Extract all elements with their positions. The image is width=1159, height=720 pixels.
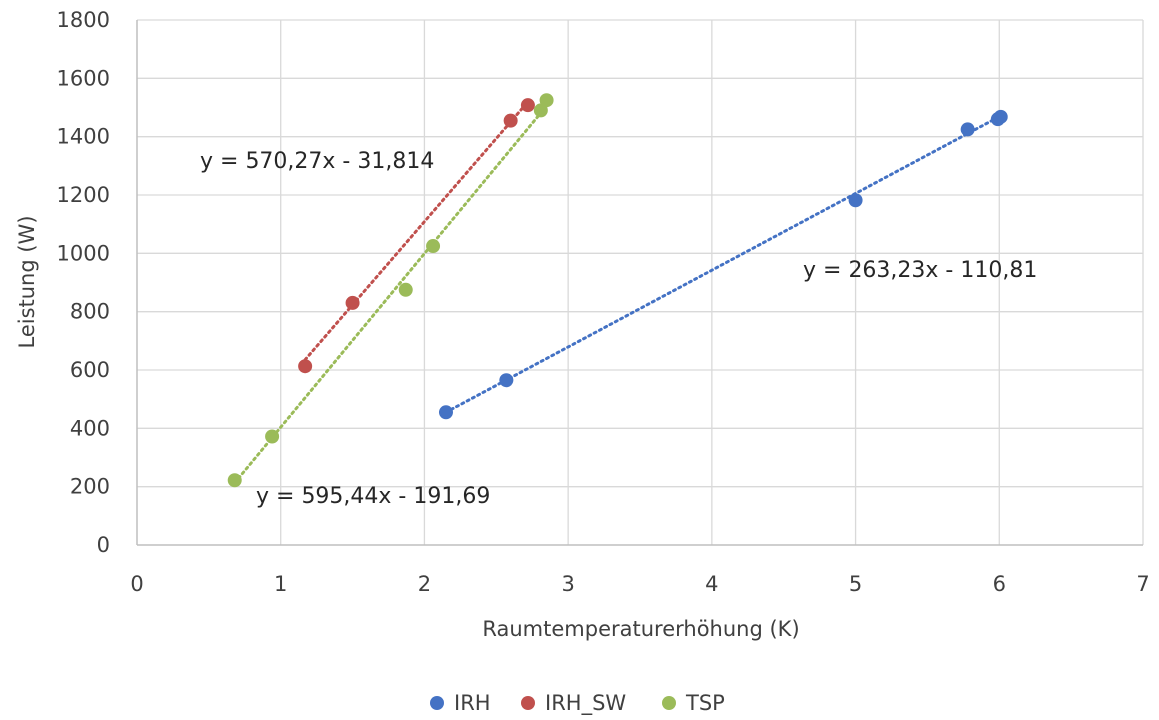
data-point-irh xyxy=(499,373,514,388)
data-points xyxy=(227,93,1008,488)
data-point-irh xyxy=(438,405,453,420)
x-tick-label: 6 xyxy=(993,572,1006,596)
y-tick-label: 0 xyxy=(97,533,110,557)
legend: IRH IRH_SW TSP xyxy=(430,691,725,716)
data-point-irh_sw xyxy=(298,359,313,374)
legend-marker-irh_sw xyxy=(521,696,535,710)
x-tick-label: 0 xyxy=(130,572,143,596)
legend-marker-irh xyxy=(430,696,444,710)
y-axis-title: Leistung (W) xyxy=(15,215,39,348)
trendline-equations: y = 263,23x - 110,81 y = 570,27x - 31,814… xyxy=(200,149,1037,509)
y-tick-label: 1800 xyxy=(57,8,110,32)
trendline-irh_sw xyxy=(303,100,530,362)
data-point-irh_sw xyxy=(345,295,360,310)
legend-label-tsp: TSP xyxy=(685,691,725,715)
x-tick-label: 4 xyxy=(705,572,718,596)
data-point-tsp xyxy=(426,239,441,254)
trendline-irh xyxy=(444,114,1003,414)
data-point-tsp xyxy=(227,473,242,488)
y-tick-label: 1200 xyxy=(57,183,110,207)
legend-label-irh: IRH xyxy=(454,691,491,715)
y-tick-label: 1600 xyxy=(57,66,110,90)
data-point-irh xyxy=(848,193,863,208)
trendline-equation-irh_sw: y = 570,27x - 31,814 xyxy=(200,149,434,174)
x-axis-title: Raumtemperaturerhöhung (K) xyxy=(482,617,799,641)
y-tick-label: 1000 xyxy=(57,241,110,265)
x-tick-label: 3 xyxy=(561,572,574,596)
axes xyxy=(136,20,1143,546)
x-tick-label: 1 xyxy=(274,572,287,596)
x-tick-label: 2 xyxy=(418,572,431,596)
x-tick-label: 7 xyxy=(1136,572,1149,596)
tick-labels: 0 200 400 600 800 1000 1200 1400 1600 1800 0 1 2 3 4 5 6… xyxy=(57,8,1150,596)
data-point-tsp xyxy=(533,103,548,118)
data-point-irh_sw xyxy=(520,98,535,113)
y-tick-label: 200 xyxy=(70,475,110,499)
x-tick-label: 5 xyxy=(849,572,862,596)
trendline-equation-irh: y = 263,23x - 110,81 xyxy=(803,258,1037,283)
y-tick-label: 600 xyxy=(70,358,110,382)
y-tick-label: 400 xyxy=(70,416,110,440)
data-point-tsp xyxy=(265,429,280,444)
legend-marker-tsp xyxy=(662,696,676,710)
data-point-tsp xyxy=(398,282,413,297)
trendline-tsp xyxy=(233,104,549,485)
data-point-irh xyxy=(993,109,1008,124)
legend-label-irh_sw: IRH_SW xyxy=(545,691,626,716)
trendlines xyxy=(233,100,1003,485)
y-tick-label: 1400 xyxy=(57,125,110,149)
y-tick-label: 800 xyxy=(70,300,110,324)
data-point-irh_sw xyxy=(503,113,518,128)
trendline-equation-tsp: y = 595,44x - 191,69 xyxy=(256,484,490,509)
data-point-irh xyxy=(960,122,975,137)
data-point-tsp xyxy=(539,93,554,108)
